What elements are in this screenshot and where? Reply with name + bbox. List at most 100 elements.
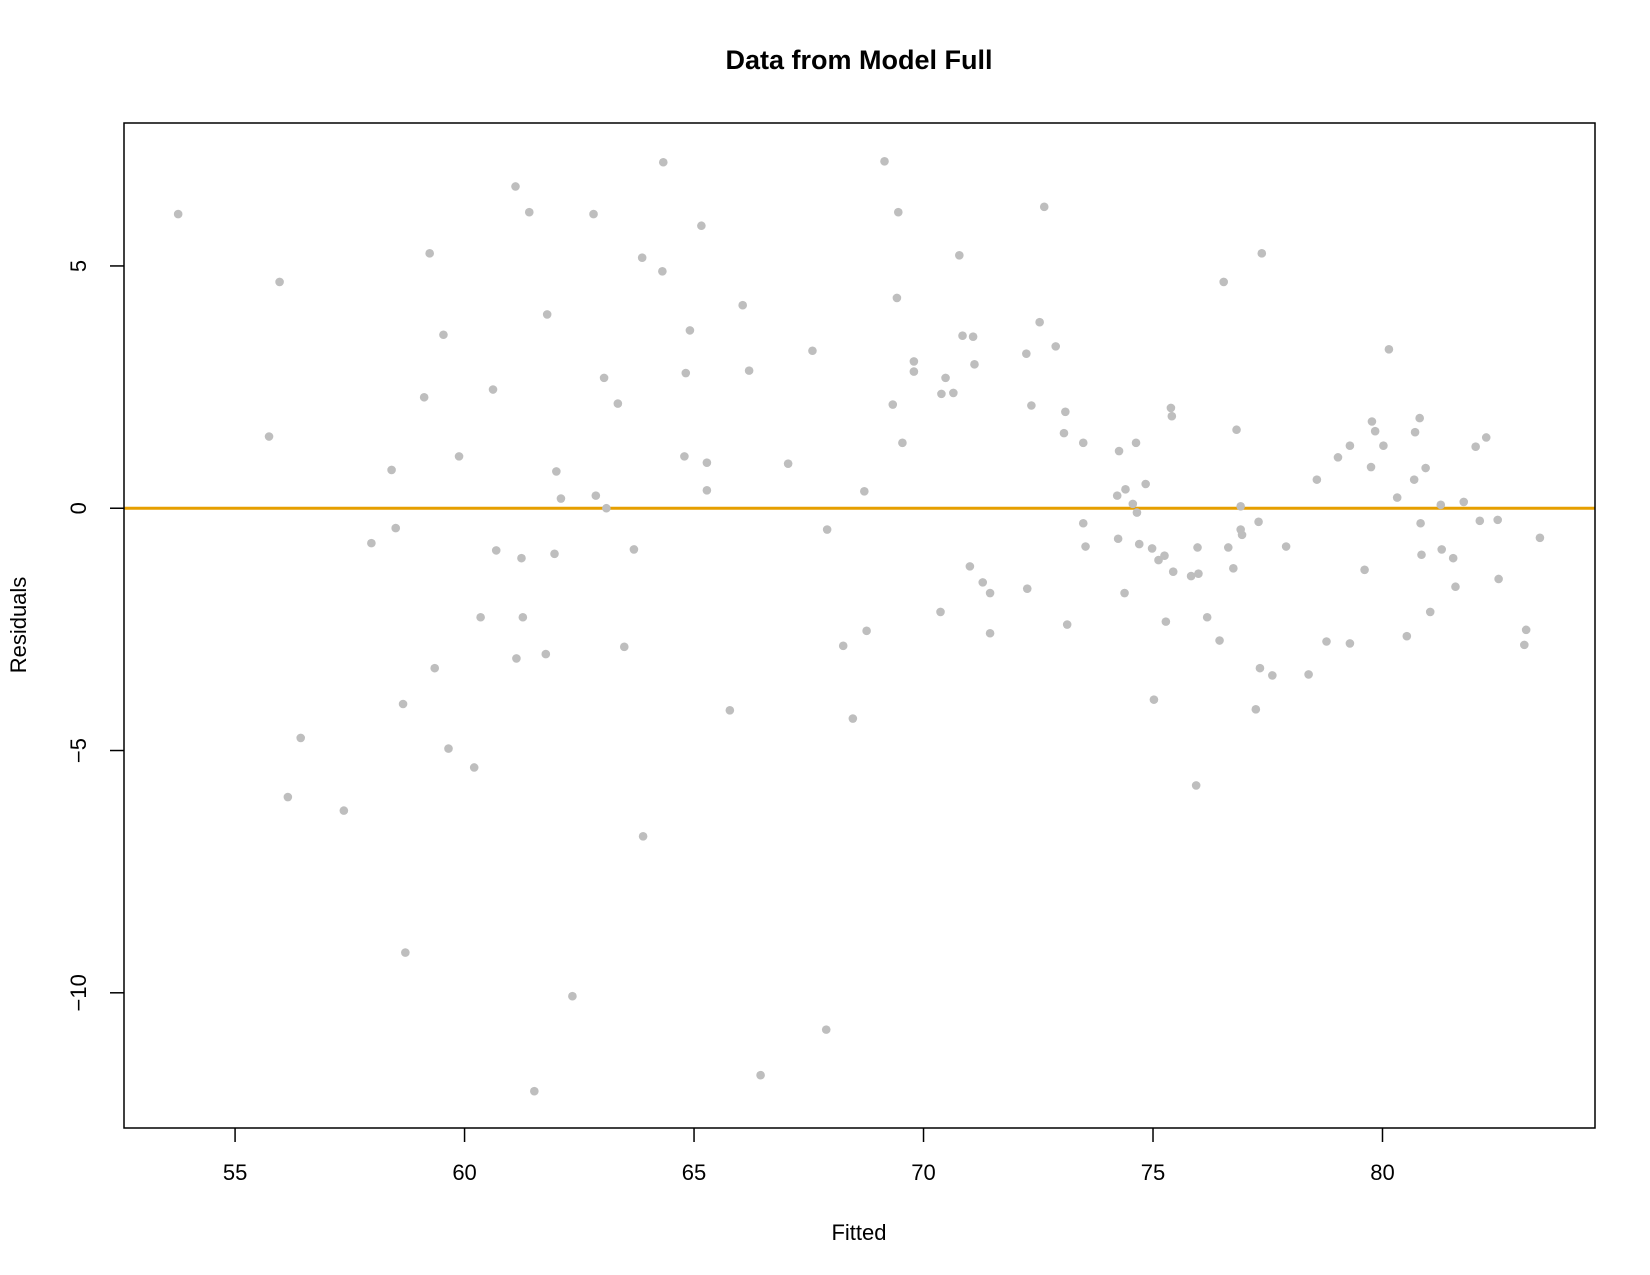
point bbox=[1062, 620, 1072, 629]
point bbox=[591, 491, 601, 500]
point bbox=[1416, 518, 1425, 528]
point bbox=[1257, 249, 1267, 258]
point bbox=[491, 546, 501, 555]
point bbox=[1121, 485, 1130, 494]
point bbox=[1281, 542, 1291, 551]
point bbox=[1254, 517, 1263, 527]
point bbox=[1059, 428, 1069, 438]
point bbox=[880, 156, 889, 166]
point bbox=[985, 628, 995, 638]
point bbox=[1236, 501, 1245, 511]
point bbox=[530, 1086, 539, 1096]
point bbox=[469, 763, 479, 772]
point bbox=[860, 486, 869, 496]
point bbox=[430, 663, 440, 673]
point bbox=[838, 641, 848, 651]
point bbox=[419, 392, 429, 402]
point bbox=[1437, 545, 1447, 554]
point bbox=[1421, 463, 1430, 473]
point bbox=[1481, 433, 1491, 442]
point bbox=[888, 400, 898, 409]
point bbox=[1223, 543, 1233, 552]
point bbox=[1304, 670, 1313, 679]
point bbox=[1132, 508, 1142, 517]
point bbox=[1161, 617, 1171, 626]
point bbox=[1061, 407, 1070, 417]
point bbox=[1035, 317, 1044, 327]
point bbox=[1120, 588, 1129, 598]
point bbox=[476, 612, 485, 622]
point bbox=[391, 523, 401, 533]
point bbox=[1186, 571, 1196, 581]
point bbox=[1154, 555, 1163, 565]
point bbox=[488, 385, 498, 394]
point bbox=[1436, 500, 1446, 510]
point bbox=[589, 209, 598, 219]
point bbox=[658, 266, 667, 276]
point bbox=[296, 733, 306, 743]
point bbox=[937, 389, 946, 399]
point bbox=[541, 649, 551, 659]
point bbox=[738, 300, 747, 310]
point bbox=[702, 486, 712, 495]
point bbox=[892, 293, 902, 303]
chart-title: Data from Model Full bbox=[725, 45, 992, 75]
point bbox=[702, 458, 712, 467]
point bbox=[1410, 427, 1420, 437]
point bbox=[512, 654, 521, 663]
point bbox=[968, 332, 978, 341]
point bbox=[1333, 453, 1343, 462]
point bbox=[1166, 403, 1176, 413]
point bbox=[941, 373, 950, 383]
point bbox=[568, 991, 577, 1001]
point bbox=[658, 157, 668, 167]
point bbox=[1022, 584, 1032, 593]
point bbox=[283, 792, 293, 802]
point bbox=[619, 642, 629, 652]
point bbox=[1147, 544, 1157, 553]
point bbox=[681, 368, 691, 378]
point bbox=[602, 503, 611, 513]
point bbox=[893, 207, 903, 217]
point bbox=[1425, 607, 1435, 617]
point bbox=[444, 744, 453, 753]
y-axis-label: Residuals bbox=[6, 577, 31, 674]
point bbox=[339, 806, 349, 815]
point bbox=[1167, 411, 1177, 421]
point bbox=[970, 360, 979, 369]
point bbox=[898, 438, 907, 448]
x-tick-label: 65 bbox=[682, 1160, 706, 1185]
point bbox=[550, 549, 559, 559]
point bbox=[1114, 446, 1124, 456]
point bbox=[1448, 553, 1458, 563]
point bbox=[1475, 516, 1485, 526]
point bbox=[556, 494, 566, 503]
point bbox=[1370, 426, 1380, 436]
point bbox=[1128, 499, 1138, 509]
point bbox=[637, 253, 647, 263]
point bbox=[697, 221, 706, 231]
point bbox=[1191, 781, 1201, 790]
point bbox=[1160, 551, 1169, 561]
point bbox=[958, 331, 967, 341]
point bbox=[1322, 637, 1331, 646]
point bbox=[978, 578, 988, 587]
point bbox=[783, 459, 793, 468]
point bbox=[936, 607, 945, 617]
plot-frame bbox=[123, 122, 1596, 1129]
point bbox=[454, 452, 464, 461]
point bbox=[1168, 567, 1178, 577]
y-tick-label: 5 bbox=[66, 260, 91, 272]
point bbox=[1113, 534, 1123, 544]
point bbox=[629, 545, 639, 554]
point bbox=[1229, 564, 1238, 573]
point bbox=[1471, 442, 1480, 451]
point bbox=[1494, 574, 1503, 584]
point bbox=[680, 452, 689, 461]
point bbox=[1194, 569, 1203, 578]
point bbox=[1134, 539, 1144, 549]
point bbox=[401, 948, 410, 957]
point bbox=[725, 705, 735, 715]
x-tick-label: 60 bbox=[452, 1160, 476, 1185]
